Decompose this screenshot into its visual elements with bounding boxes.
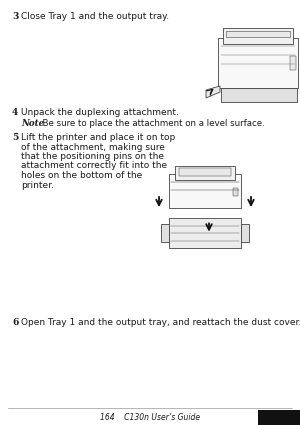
FancyBboxPatch shape [169, 218, 241, 248]
FancyBboxPatch shape [241, 224, 249, 242]
Text: 6: 6 [12, 318, 18, 327]
Text: holes on the bottom of the: holes on the bottom of the [21, 171, 142, 180]
FancyBboxPatch shape [218, 38, 298, 88]
Text: of the attachment, making sure: of the attachment, making sure [21, 142, 165, 151]
FancyBboxPatch shape [179, 168, 231, 176]
Text: 3: 3 [12, 12, 18, 21]
Polygon shape [206, 86, 220, 98]
FancyBboxPatch shape [169, 174, 241, 208]
Text: 4: 4 [12, 108, 18, 117]
FancyBboxPatch shape [223, 28, 293, 44]
FancyBboxPatch shape [290, 56, 296, 70]
Text: Lift the printer and place it on top: Lift the printer and place it on top [21, 133, 175, 142]
Text: Be sure to place the attachment on a level surface.: Be sure to place the attachment on a lev… [37, 119, 265, 128]
Text: printer.: printer. [21, 181, 54, 190]
Text: Open Tray 1 and the output tray, and reattach the dust cover.: Open Tray 1 and the output tray, and rea… [21, 318, 300, 327]
FancyBboxPatch shape [258, 410, 300, 425]
Text: 164    C130n User’s Guide: 164 C130n User’s Guide [100, 413, 200, 422]
FancyBboxPatch shape [226, 31, 290, 37]
FancyBboxPatch shape [233, 188, 238, 196]
FancyBboxPatch shape [161, 224, 169, 242]
Text: that the positioning pins on the: that the positioning pins on the [21, 152, 164, 161]
Text: Unpack the duplexing attachment.: Unpack the duplexing attachment. [21, 108, 179, 117]
Text: Close Tray 1 and the output tray.: Close Tray 1 and the output tray. [21, 12, 169, 21]
Text: 5: 5 [12, 133, 18, 142]
Text: attachment correctly fit into the: attachment correctly fit into the [21, 162, 167, 170]
FancyBboxPatch shape [175, 166, 235, 180]
FancyBboxPatch shape [221, 88, 297, 102]
Text: Note: Note [21, 119, 44, 128]
